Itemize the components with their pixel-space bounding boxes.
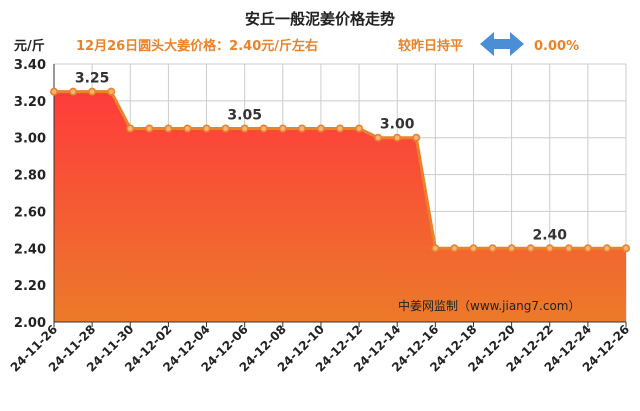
watermark-text: 中姜网监制（www.jiang7.com）: [398, 298, 580, 313]
data-point: [583, 244, 592, 253]
data-point: [450, 244, 459, 253]
data-point: [297, 124, 306, 133]
data-point: [183, 124, 192, 133]
info-text: 12月26日圆头大姜价格：2.40元/斤左右: [76, 38, 318, 54]
y-tick-label: 3.20: [14, 95, 46, 110]
data-point: [526, 244, 535, 253]
data-point: [49, 87, 58, 96]
axes: [53, 64, 627, 327]
compare-text: 较昨日持平: [398, 38, 463, 54]
data-point: [145, 124, 154, 133]
data-point: [221, 124, 230, 133]
y-tick-label: 2.80: [14, 169, 46, 184]
y-ticks: 2.00 2.20 2.40 2.60 2.80 3.00 3.20 3.40: [14, 58, 46, 331]
data-point: [412, 133, 421, 142]
y-axis-unit: 元/斤: [14, 38, 45, 54]
data-point: [335, 124, 344, 133]
data-point: [126, 124, 135, 133]
data-point: [259, 124, 268, 133]
data-point: [240, 124, 249, 133]
data-point: [355, 124, 364, 133]
data-label: 3.25: [75, 71, 110, 87]
change-text: 0.00%: [534, 39, 579, 54]
y-tick-label: 2.20: [14, 279, 46, 294]
data-point: [431, 244, 440, 253]
data-point: [621, 244, 630, 253]
data-point: [374, 133, 383, 142]
y-tick-label: 2.00: [14, 316, 46, 331]
data-label: 3.05: [227, 108, 262, 124]
data-point: [88, 87, 97, 96]
double-arrow-icon: [480, 32, 524, 56]
data-point: [602, 244, 611, 253]
data-point: [316, 124, 325, 133]
data-point: [488, 244, 497, 253]
data-point: [69, 87, 78, 96]
x-ticks: 24-11-2624-11-2824-11-3024-12-0224-12-04…: [8, 322, 632, 374]
data-labels: 3.25 3.05 3.00 2.40: [75, 71, 567, 244]
y-tick-label: 3.40: [14, 58, 46, 73]
y-tick-label: 2.40: [14, 242, 46, 257]
data-point: [202, 124, 211, 133]
markers: [49, 87, 630, 253]
y-tick-label: 2.60: [14, 205, 46, 220]
data-point: [469, 244, 478, 253]
price-area: [54, 91, 626, 323]
data-point: [107, 87, 116, 96]
data-point: [164, 124, 173, 133]
data-point: [507, 244, 516, 253]
data-point: [393, 133, 402, 142]
data-label: 3.00: [380, 117, 415, 133]
data-point: [278, 124, 287, 133]
data-point: [545, 244, 554, 253]
data-point: [564, 244, 573, 253]
y-tick-label: 3.00: [14, 132, 46, 147]
data-label: 2.40: [532, 227, 567, 243]
chart-title: 安丘一般泥姜价格走势: [245, 10, 395, 28]
